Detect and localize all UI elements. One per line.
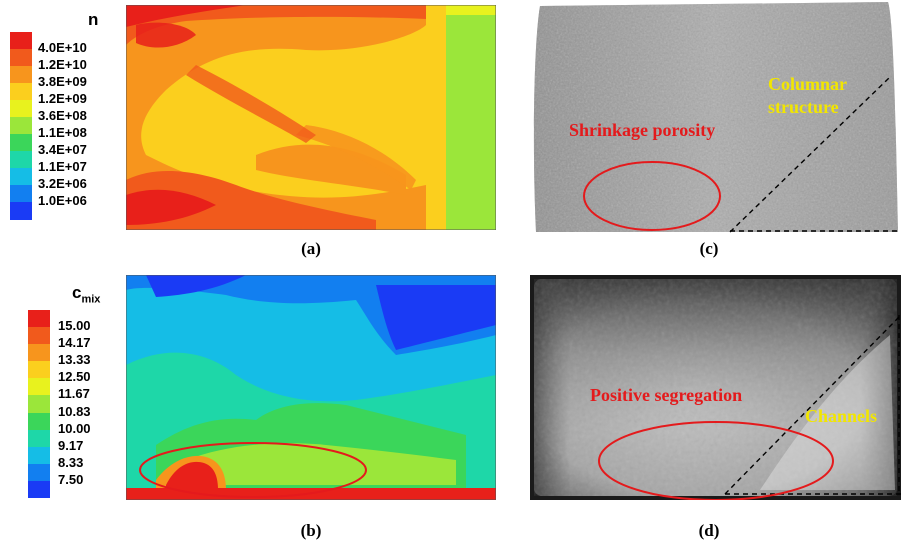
legend-n-tick-label: 4.0E+10 (38, 40, 87, 55)
legend-cmix-swatch (28, 446, 50, 465)
caption-b: (b) (300, 521, 322, 540)
legend-cmix-tick-label: 7.50 (58, 471, 84, 487)
legend-cmix: cmix 15.00 14.17 13.33 12.50 11.67 10.83 10.00… (28, 283, 123, 499)
legend-cmix-swatch (28, 344, 50, 362)
label-columnar: Columnar (768, 74, 848, 94)
legend-cmix-tick-label: 10.00 (58, 420, 91, 436)
legend-cmix-title: cmix (72, 283, 101, 306)
legend-cmix-swatch (28, 463, 50, 482)
legend-n-swatch (10, 134, 32, 152)
label-positive-segregation: Positive segregation (590, 385, 743, 405)
label-channels: Channels (805, 406, 878, 426)
caption-c: (c) (699, 239, 719, 258)
positive-segregation-ellipse (598, 421, 834, 500)
legend-cmix-colorbar (28, 310, 50, 499)
legend-n-tick-label: 1.1E+08 (38, 125, 87, 140)
legend-cmix-tick-label: 12.50 (58, 369, 91, 385)
legend-n-swatch (10, 32, 32, 50)
legend-n-tick-label: 3.8E+09 (38, 74, 87, 89)
legend-n-swatch (10, 168, 32, 186)
legend-cmix-swatch (28, 327, 50, 345)
legend-n-swatch (10, 83, 32, 101)
legend-cmix-tick-label: 9.17 (58, 437, 84, 453)
legend-n-swatch (10, 49, 32, 67)
legend-n-tick-label: 1.2E+09 (38, 91, 87, 106)
legend-n-tick-label: 3.6E+08 (38, 108, 87, 123)
caption-d: (d) (698, 521, 720, 540)
legend-cmix-ticks: 15.00 14.17 13.33 12.50 11.67 10.83 10.00 9.17 8… (58, 310, 123, 498)
legend-cmix-tick-label: 11.67 (58, 386, 90, 402)
legend-n-swatch (10, 151, 32, 169)
legend-n-ticks: 4.0E+10 1.2E+10 3.8E+09 1.2E+09 3.6E+08 1.1E+… (38, 32, 118, 219)
legend-n-tick-label: 1.2E+10 (38, 57, 87, 72)
legend-cmix-tick-label: 15.00 (58, 318, 91, 334)
legend-cmix-swatch (28, 395, 50, 414)
legend-cmix-swatch (28, 310, 50, 328)
legend-cmix-swatch (28, 378, 50, 396)
legend-n-tick-label: 1.0E+06 (38, 193, 87, 208)
legend-n-swatch (10, 117, 32, 135)
legend-n-colorbar (10, 32, 32, 220)
legend-cmix-tick-label: 14.17 (58, 335, 91, 351)
legend-cmix-swatch (28, 361, 50, 379)
legend-cmix-tick-label: 8.33 (58, 454, 84, 470)
legend-n-swatch (10, 202, 32, 220)
legend-n-tick-label: 3.2E+06 (38, 176, 87, 191)
legend-n-swatch (10, 66, 32, 84)
legend-n-tick-label: 1.1E+07 (38, 159, 87, 174)
legend-cmix-swatch (28, 412, 50, 431)
micrograph-c (533, 2, 898, 233)
legend-cmix-tick-label: 10.83 (58, 403, 91, 419)
contour-plot-a (126, 5, 496, 230)
shrinkage-ellipse (583, 161, 721, 231)
macrograph-d (530, 275, 901, 500)
caption-a: (a) (301, 239, 321, 258)
legend-n-title: n (88, 10, 99, 29)
segregation-ellipse-b (139, 442, 367, 498)
legend-n: n 4.0E+10 1.2E+10 3.8E+09 1.2E+09 3.6E+08 1.1… (10, 8, 120, 223)
legend-n-swatch (10, 100, 32, 118)
label-shrinkage-porosity: Shrinkage porosity (569, 120, 716, 140)
legend-n-swatch (10, 185, 32, 203)
label-structure: structure (768, 97, 839, 117)
legend-cmix-tick-label: 13.33 (58, 352, 91, 368)
legend-cmix-swatch (28, 429, 50, 448)
legend-cmix-swatch (28, 480, 50, 499)
contour-plot-b (126, 275, 496, 500)
legend-n-tick-label: 3.4E+07 (38, 142, 87, 157)
